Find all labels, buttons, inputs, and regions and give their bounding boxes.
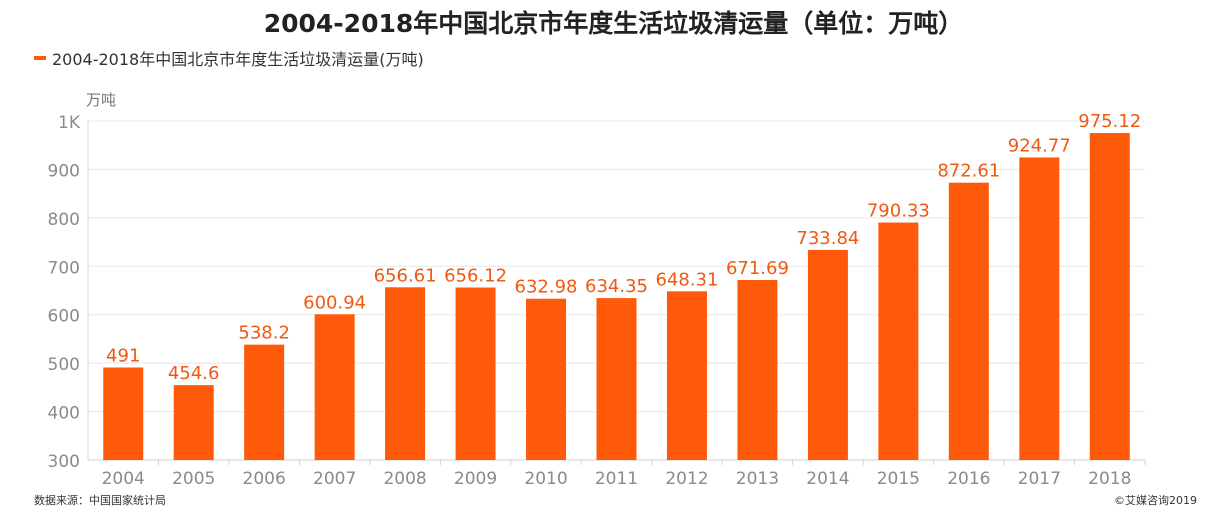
bar: [948, 182, 989, 460]
legend: 2004-2018年中国北京市年度生活垃圾清运量(万吨): [34, 48, 424, 69]
bar: [455, 287, 496, 460]
x-tick-label: 2016: [947, 469, 990, 489]
chart-title: 2004-2018年中国北京市年度生活垃圾清运量（单位：万吨）: [263, 9, 964, 38]
data-label: 600.94: [303, 292, 366, 313]
data-label: 733.84: [796, 228, 859, 249]
y-tick-label: 900: [48, 161, 80, 181]
bar: [244, 344, 285, 460]
x-tick-label: 2018: [1088, 469, 1131, 489]
bar: [385, 287, 426, 460]
x-tick-label: 2004: [102, 469, 145, 489]
bar: [737, 279, 778, 460]
x-tick-label: 2008: [383, 469, 426, 489]
x-tick-label: 2015: [877, 469, 920, 489]
x-tick-label: 2009: [454, 469, 497, 489]
data-source: 数据来源：中国国家统计局: [34, 494, 166, 507]
bar: [103, 367, 144, 460]
bar: [1089, 133, 1130, 461]
data-label: 491: [106, 346, 140, 367]
bar: [1019, 157, 1060, 461]
data-label: 656.61: [374, 265, 437, 286]
y-tick-label: 1K: [58, 113, 81, 133]
y-axis-unit-label: 万吨: [86, 91, 117, 109]
bar: [596, 298, 637, 460]
y-tick-label: 500: [48, 355, 80, 375]
y-tick-label: 800: [48, 210, 80, 230]
bar: [314, 314, 355, 460]
data-label: 634.35: [585, 276, 648, 297]
bar: [666, 291, 707, 460]
x-tick-label: 2005: [172, 469, 215, 489]
data-label: 648.31: [655, 269, 718, 290]
data-label: 656.12: [444, 266, 507, 287]
data-label: 790.33: [867, 201, 930, 222]
bar: [173, 385, 214, 460]
y-tick-label: 400: [48, 404, 80, 424]
copyright: ©艾媒咨询2019: [1114, 494, 1197, 507]
x-tick-label: 2013: [736, 469, 779, 489]
x-tick-label: 2006: [243, 469, 286, 489]
legend-label: 2004-2018年中国北京市年度生活垃圾清运量(万吨): [52, 50, 424, 69]
data-label: 632.98: [515, 277, 578, 298]
bar: [807, 249, 848, 460]
x-tick-label: 2012: [665, 469, 708, 489]
x-tick-label: 2017: [1018, 469, 1061, 489]
data-label: 538.2: [238, 323, 290, 344]
data-label: 671.69: [726, 258, 789, 279]
legend-swatch: [34, 56, 46, 60]
y-tick-label: 600: [48, 307, 80, 327]
data-label: 872.61: [937, 161, 1000, 182]
x-tick-label: 2010: [524, 469, 567, 489]
x-tick-label: 2014: [806, 469, 849, 489]
y-tick-label: 300: [48, 452, 80, 472]
data-label: 454.6: [168, 363, 220, 384]
bar: [878, 222, 919, 460]
data-label: 924.77: [1008, 135, 1071, 156]
data-label: 975.12: [1078, 111, 1141, 132]
x-tick-label: 2011: [595, 469, 638, 489]
bar: [526, 298, 567, 460]
x-tick-label: 2007: [313, 469, 356, 489]
y-tick-label: 700: [48, 258, 80, 278]
